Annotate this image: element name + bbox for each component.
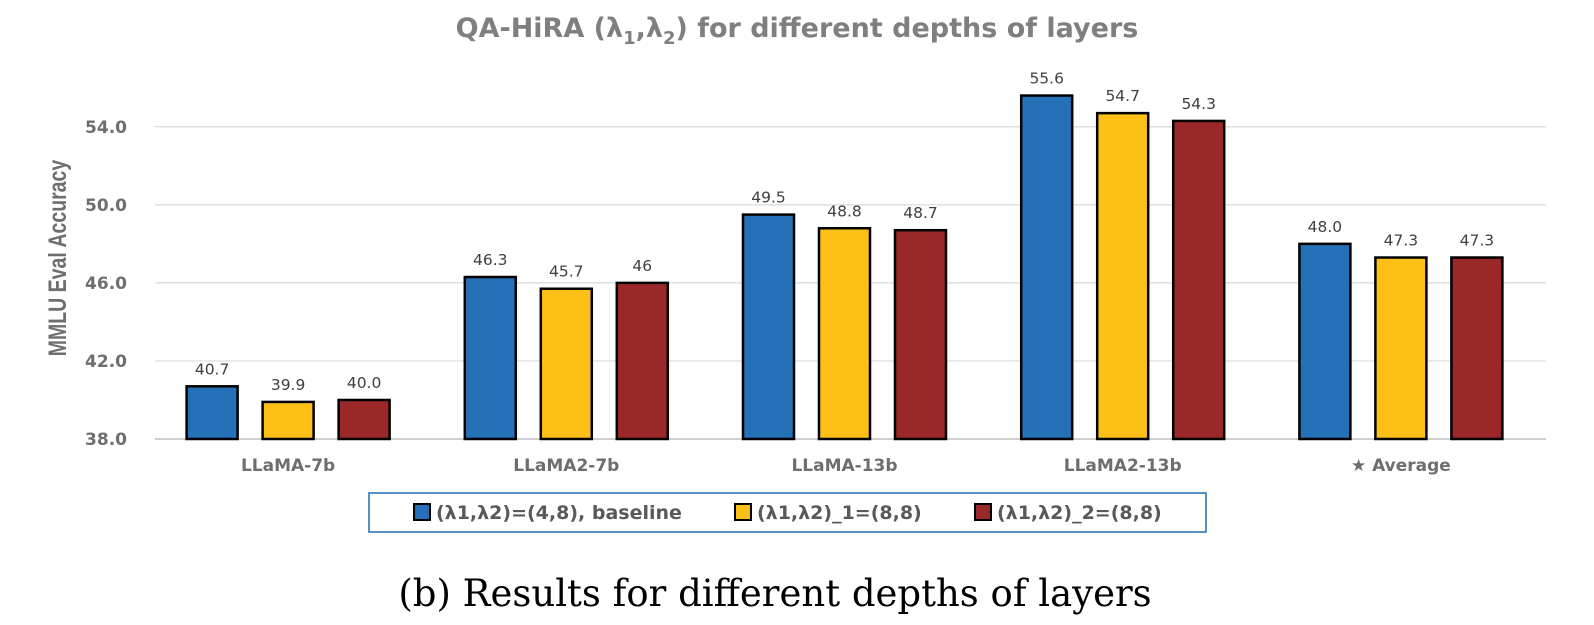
- y-tick-label: 38.0: [85, 430, 127, 450]
- data-label: 55.6: [1029, 70, 1064, 88]
- legend-swatch-variant-2: [974, 503, 992, 521]
- legend: (λ1,λ2)=(4,8), baseline (λ1,λ2)_1=(8,8) …: [368, 492, 1207, 533]
- y-axis-ticks: 38.0 42.0 46.0 50.0 54.0: [85, 118, 127, 450]
- chart-title: QA-HiRA (λ1,λ2) for different depths of …: [456, 13, 1139, 49]
- bar-variant-2: [615, 281, 670, 441]
- y-tick-label: 54.0: [85, 118, 127, 138]
- legend-label-variant-1: (λ1,λ2)_1=(8,8): [757, 502, 922, 524]
- x-tick-label: LLaMA2-13b: [1064, 456, 1182, 476]
- bar-baseline: [1019, 94, 1074, 441]
- x-axis-ticks: LLaMA-7b LLaMA2-7b LLaMA-13b LLaMA2-13b ★ Av…: [241, 456, 1451, 476]
- bar-variant-1: [817, 227, 872, 441]
- data-label: 48.8: [827, 202, 862, 220]
- x-tick-label: ★ Average: [1351, 456, 1451, 476]
- data-labels: 40.7 39.9 40.0 46.3 45.7 46 49.5 48.8 48.7 55.6 54…: [195, 70, 1494, 394]
- legend-frame: [368, 492, 1207, 533]
- bar-variant-2: [893, 228, 948, 441]
- data-label: 45.7: [549, 263, 584, 281]
- legend-swatch-baseline: [413, 503, 431, 521]
- bar-baseline: [185, 385, 239, 441]
- data-label: 46: [632, 257, 652, 275]
- bar-variant-2: [337, 398, 391, 441]
- x-tick-label: LLaMA2-7b: [513, 456, 619, 476]
- y-tick-label: 46.0: [85, 274, 127, 294]
- bars: [185, 94, 1504, 441]
- legend-label-variant-2: (λ1,λ2)_2=(8,8): [997, 502, 1162, 524]
- y-tick-label: 42.0: [85, 352, 127, 372]
- data-label: 40.0: [347, 374, 382, 392]
- legend-label-baseline: (λ1,λ2)=(4,8), baseline: [436, 502, 682, 524]
- data-label: 47.3: [1384, 232, 1419, 250]
- data-label: 48.7: [903, 204, 938, 222]
- bar-baseline: [463, 275, 518, 441]
- data-label: 40.7: [195, 360, 230, 378]
- bar-variant-1: [1095, 111, 1150, 441]
- y-axis-label: MMLU Eval Accuracy: [44, 159, 72, 356]
- bar-variant-1: [1374, 256, 1428, 441]
- data-label: 54.3: [1181, 95, 1216, 113]
- data-label: 54.7: [1105, 87, 1140, 105]
- figure-caption: (b) Results for different depths of laye…: [398, 572, 1151, 615]
- bar-variant-2: [1450, 256, 1504, 441]
- data-label: 49.5: [751, 189, 786, 207]
- data-label: 47.3: [1460, 232, 1495, 250]
- bar-baseline: [1298, 242, 1352, 441]
- data-label: 48.0: [1308, 218, 1343, 236]
- x-tick-label: LLaMA-7b: [241, 456, 335, 476]
- data-label: 46.3: [473, 251, 508, 269]
- bar-variant-1: [261, 400, 315, 441]
- bar-variant-2: [1171, 119, 1226, 441]
- legend-swatch-variant-1: [734, 503, 752, 521]
- x-tick-label: LLaMA-13b: [791, 456, 897, 476]
- bar-baseline: [741, 213, 796, 441]
- y-tick-label: 50.0: [85, 196, 127, 216]
- bar-variant-1: [539, 287, 594, 441]
- data-label: 39.9: [271, 376, 306, 394]
